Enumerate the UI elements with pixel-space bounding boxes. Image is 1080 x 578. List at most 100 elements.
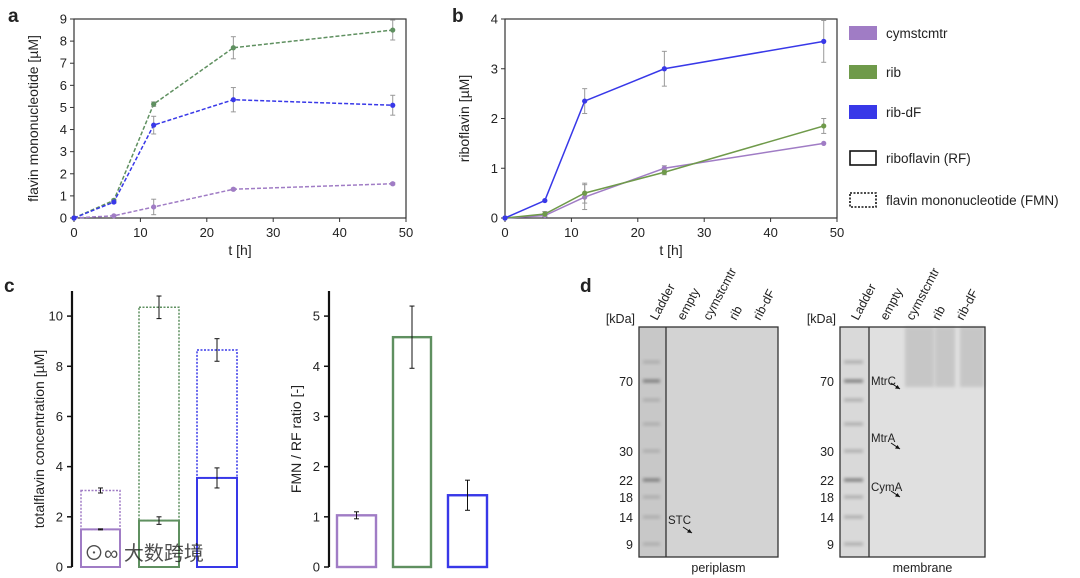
data-point-rib-dF [502, 215, 508, 221]
marker-label: 14 [619, 511, 633, 525]
panel-label-b: b [452, 6, 464, 27]
y-tick-label: 3 [491, 61, 498, 76]
ladder-band [844, 360, 863, 364]
smear [905, 327, 934, 387]
data-point-rib [542, 211, 548, 217]
data-point-rib-dF [390, 102, 396, 108]
ladder-band [643, 398, 660, 402]
y-tick-label: 2 [491, 111, 498, 126]
arrowhead-icon [895, 385, 900, 389]
data-point-rib-dF [151, 122, 157, 128]
ladder-band [844, 495, 863, 499]
y-tick-label: 4 [491, 12, 498, 27]
marker-label: 14 [820, 511, 834, 525]
ladder-band [643, 360, 660, 364]
watermark: ⊙∞ 大数跨境 [84, 542, 204, 565]
lane-label-rib-dF: rib-dF [953, 287, 981, 323]
bar-fmn-rib [138, 306, 180, 522]
ladder-band [643, 379, 660, 383]
chart-a: 0 10 20 30 40 50 0 1 2 3 4 5 6 7 8 9 t [h] flavin mononuc… [25, 12, 413, 259]
x-tick-label: 0 [70, 225, 77, 240]
y-tick-label: 0 [313, 560, 320, 575]
legend-swatch-rib-dF [849, 105, 877, 119]
marker-label: 22 [820, 474, 834, 488]
chart-b: 0 10 20 30 40 50 0 1 2 3 4 t [h] riboflavin [µM] [456, 12, 844, 259]
y-tick-label: 10 [49, 309, 63, 324]
y-tick-label: 1 [60, 188, 67, 203]
y-tick-label: 8 [56, 359, 63, 374]
marker-label: 18 [619, 491, 633, 505]
ladder-band [643, 542, 660, 546]
smear [935, 327, 955, 387]
y-tick-label: 6 [56, 409, 63, 424]
chart-c2: 0 1 2 3 4 5 FMN / RF ratio [-] [288, 291, 489, 575]
bar-fmn-cymstcmtr [80, 489, 121, 531]
y-tick-label: 0 [491, 211, 498, 226]
y-tick-label: 5 [313, 309, 320, 324]
ladder-band [643, 495, 660, 499]
marker-label: 30 [820, 445, 834, 459]
ladder-band [844, 515, 863, 519]
x-axis-label: t [h] [659, 242, 682, 258]
legend-label: flavin mononucleotide (FMN) [886, 193, 1059, 208]
marker-label: 70 [820, 375, 834, 389]
y-tick-label: 3 [60, 144, 67, 159]
ladder-band [643, 515, 660, 519]
ladder-band [643, 422, 660, 426]
panel-label-a: a [8, 6, 19, 27]
data-point-rib [230, 45, 236, 51]
x-tick-label: 10 [564, 225, 578, 240]
y-tick-label: 4 [313, 359, 320, 374]
y-tick-label: 4 [60, 122, 67, 137]
kda-label: [kDa] [807, 312, 836, 326]
y-axis-label: flavin mononucleotide [µM] [25, 35, 41, 202]
lane-label-rib: rib [929, 304, 948, 323]
legend-label: rib-dF [886, 105, 921, 120]
data-point-rib-dF [542, 197, 548, 204]
arrowhead-icon [895, 493, 900, 497]
y-tick-label: 2 [56, 509, 63, 524]
data-point-cymstcmtr [230, 186, 236, 192]
y-tick-label: 1 [313, 509, 320, 524]
y-tick-label: 2 [313, 459, 320, 474]
legend-swatch-cymstcmtr [849, 26, 877, 40]
gel-caption: periplasm [691, 561, 745, 575]
ladder-lane [840, 327, 869, 557]
x-axis-label: t [h] [228, 242, 251, 258]
legend-label: rib [886, 65, 901, 80]
data-point-rib-dF [821, 38, 827, 44]
data-point-rib-dF [230, 97, 236, 103]
bar-ratio-rib [391, 335, 433, 569]
data-point-rib [821, 123, 827, 129]
chart-c: 0 2 4 6 8 10 totalflavin concentration [µM] [31, 291, 238, 575]
legend-swatch-rf [849, 150, 877, 166]
data-point-cymstcmtr [111, 213, 117, 219]
panel-label-c: c [4, 276, 15, 297]
x-tick-label: 10 [133, 225, 147, 240]
data-point-rib [151, 101, 157, 107]
lane-label-empty: empty [877, 285, 906, 322]
marker-label: 9 [626, 538, 633, 552]
ladder-band [844, 422, 863, 426]
y-tick-label: 1 [491, 161, 498, 176]
ladder-band [844, 542, 863, 546]
ladder-band [643, 449, 660, 453]
data-point-rib [661, 169, 667, 175]
plot-frame [73, 18, 407, 219]
lane-label-Ladder: Ladder [848, 281, 879, 322]
kda-label: [kDa] [606, 312, 635, 326]
x-tick-label: 30 [266, 225, 280, 240]
x-tick-label: 50 [830, 225, 844, 240]
gel-frame [839, 326, 986, 558]
legend-swatch-fmn [849, 192, 877, 208]
data-point-cymstcmtr [821, 140, 827, 146]
data-point-rib [582, 190, 588, 196]
data-point-rib-dF [661, 66, 667, 72]
x-tick-label: 0 [501, 225, 508, 240]
ladder-band [844, 449, 863, 453]
band-annotation-MtrA: MtrA [871, 433, 896, 445]
lane-label-empty: empty [674, 285, 703, 322]
